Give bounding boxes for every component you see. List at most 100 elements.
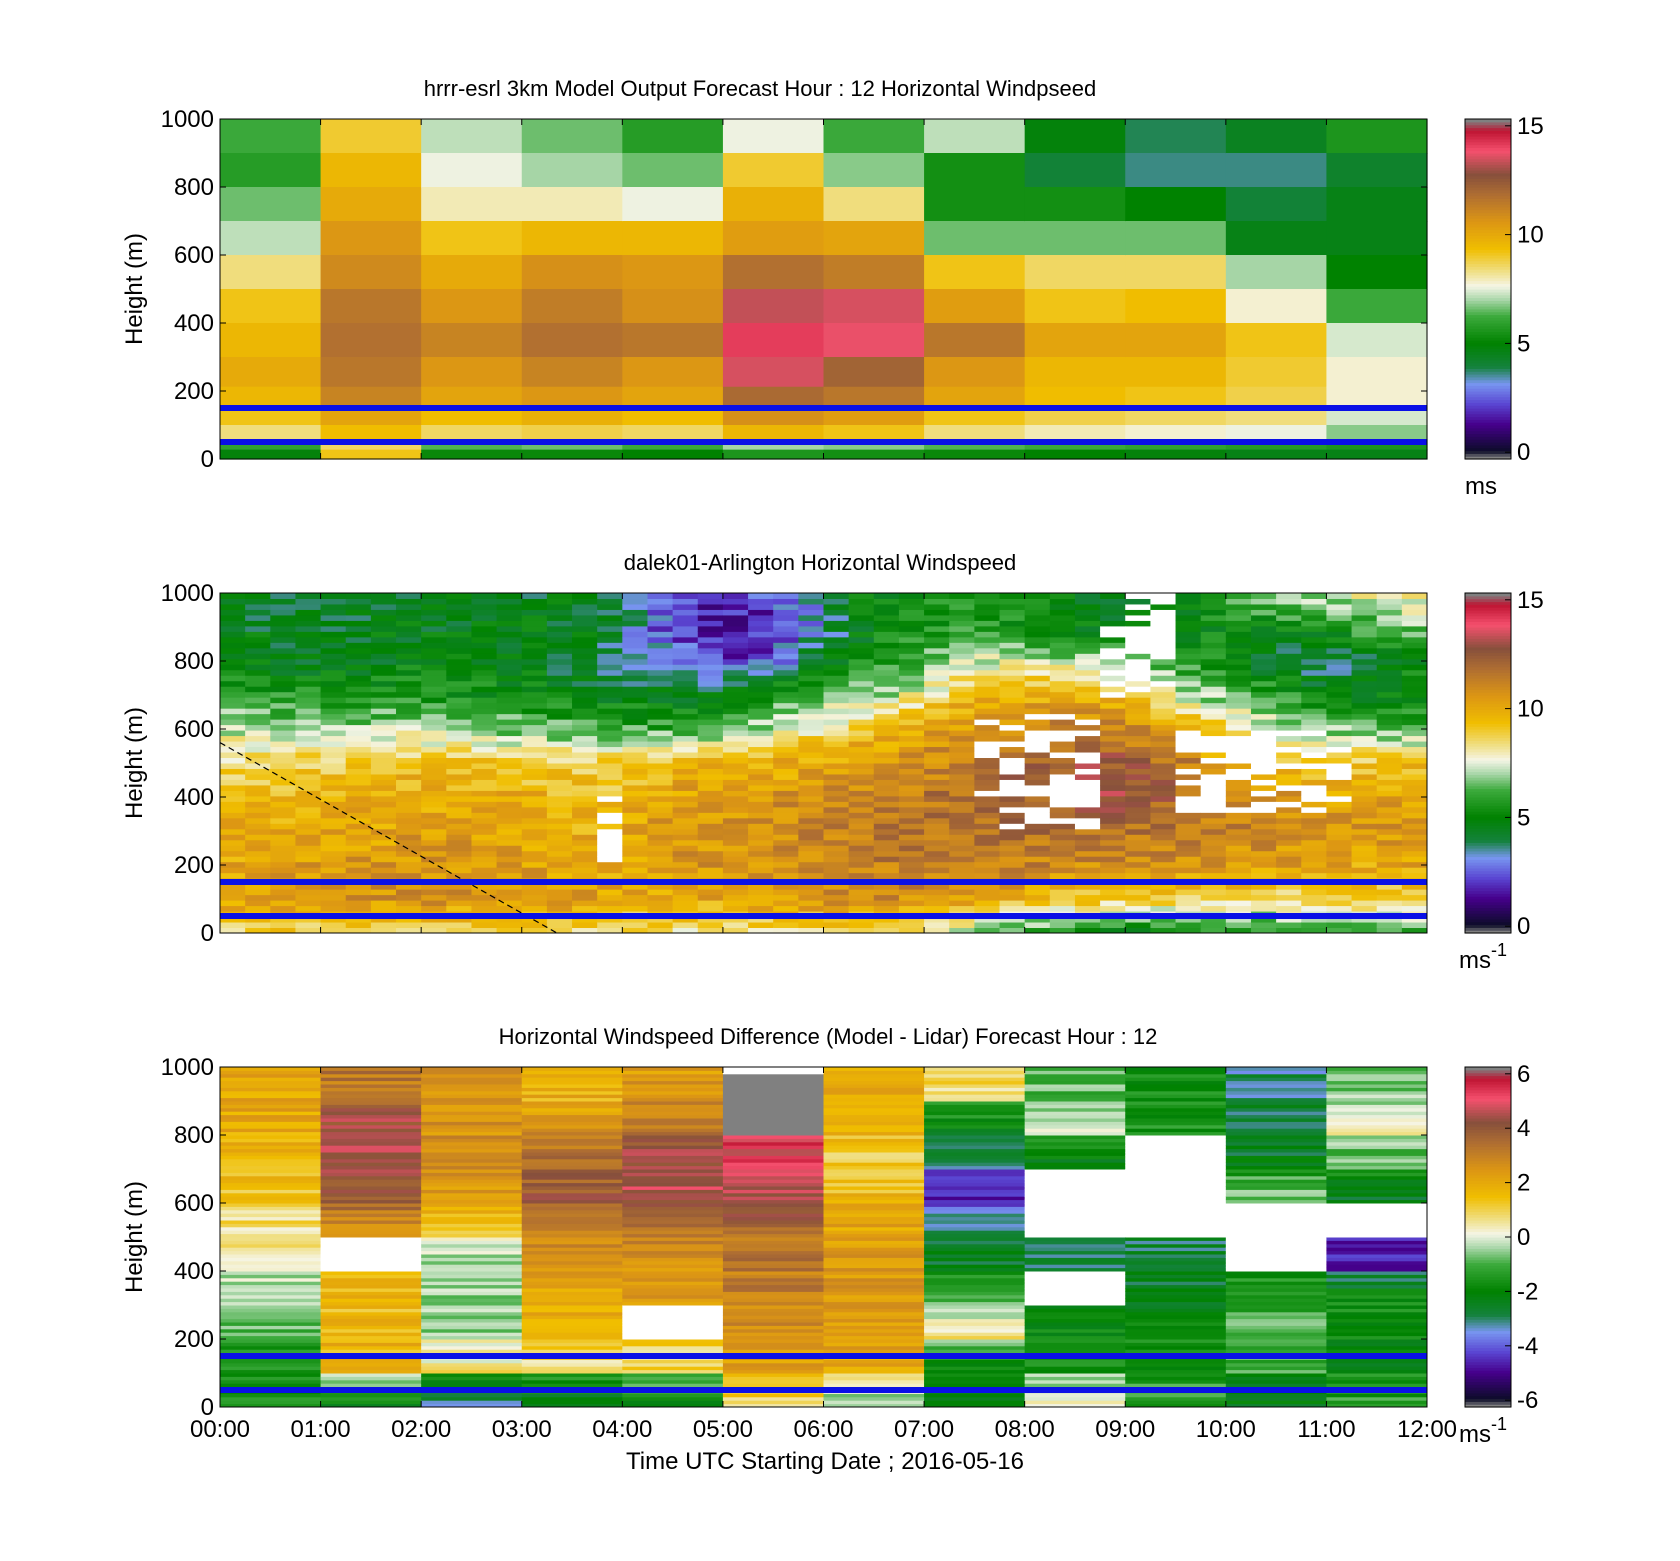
colorbar-swatch — [1465, 794, 1511, 798]
lidar-cell — [345, 603, 372, 610]
colorbar-tick-label: 15 — [1517, 587, 1544, 614]
lidar-cell — [873, 839, 900, 846]
difference-cell — [622, 1298, 724, 1303]
lidar-cell — [345, 669, 372, 676]
lidar-cell — [949, 828, 975, 835]
difference-cell — [924, 1203, 1026, 1207]
lidar-cell — [647, 708, 674, 715]
lidar-cell — [345, 823, 372, 830]
lidar-cell — [773, 763, 799, 769]
difference-cell — [722, 1322, 824, 1326]
lidar-cell — [546, 741, 573, 748]
difference-cell — [421, 1131, 523, 1136]
difference-cell — [521, 1094, 623, 1099]
difference-cell — [622, 1332, 724, 1337]
colorbar-swatch — [1465, 175, 1511, 180]
lidar-cell — [974, 636, 1001, 643]
lidar-cell — [999, 768, 1026, 775]
lidar-cell — [572, 817, 598, 824]
lidar-cell — [1100, 636, 1126, 643]
lidar-cell — [295, 806, 322, 813]
colorbar-swatch — [1465, 825, 1511, 829]
lidar-cell — [1125, 894, 1151, 901]
colorbar-swatch — [1465, 1203, 1511, 1207]
lidar-cell — [999, 801, 1026, 808]
lidar-cell — [1351, 752, 1378, 759]
difference-cell — [1024, 1342, 1126, 1347]
colorbar-swatch — [1465, 238, 1511, 242]
lidar-cell — [370, 894, 397, 901]
difference-cell — [722, 1179, 824, 1184]
y-tick-label: 400 — [174, 784, 214, 811]
colorbar-swatch — [1465, 240, 1511, 245]
lidar-cell — [622, 889, 648, 896]
lidar-cell — [1401, 713, 1428, 720]
lidar-cell — [1250, 724, 1277, 731]
lidar-cell — [421, 801, 447, 808]
lidar-cell — [421, 642, 447, 649]
difference-cell — [1326, 1298, 1428, 1303]
difference-cell — [220, 1073, 322, 1078]
lidar-cell — [748, 669, 774, 676]
lidar-cell — [1276, 680, 1302, 687]
lidar-cell — [546, 801, 573, 808]
colorbar-swatch — [1465, 178, 1511, 182]
lidar-cell — [572, 642, 598, 649]
difference-cell — [622, 1284, 724, 1289]
difference-cell — [1125, 1155, 1227, 1160]
lidar-cell — [1175, 719, 1202, 726]
lidar-cell — [722, 883, 749, 890]
difference-cell — [622, 1131, 724, 1136]
lidar-cell — [345, 636, 372, 643]
lidar-cell — [1250, 872, 1277, 879]
lidar-cell — [1301, 625, 1327, 632]
difference-cell — [320, 1403, 422, 1408]
lidar-cell — [220, 669, 246, 676]
lidar-cell — [1326, 894, 1353, 901]
lidar-cell — [546, 691, 573, 698]
lidar-cell — [1401, 653, 1428, 660]
colorbar-swatch — [1465, 1239, 1511, 1244]
lidar-cell — [1351, 691, 1378, 698]
lidar-cell — [471, 817, 498, 824]
colorbar-swatch — [1465, 436, 1511, 440]
lidar-cell — [421, 861, 447, 868]
lidar-cell — [521, 653, 548, 660]
difference-cell — [924, 1118, 1026, 1122]
lidar-cell — [295, 642, 322, 649]
difference-cell — [1326, 1169, 1428, 1173]
lidar-cell — [572, 647, 598, 654]
lidar-cell — [345, 795, 372, 802]
lidar-cell — [396, 828, 422, 835]
model-cell — [320, 187, 422, 222]
difference-cell — [622, 1291, 724, 1296]
colorbar-swatch — [1465, 850, 1511, 855]
lidar-cell — [873, 614, 900, 621]
difference-cell — [1125, 1148, 1227, 1153]
lidar-cell — [345, 691, 372, 698]
difference-cell — [722, 1366, 824, 1371]
difference-cell — [1225, 1111, 1327, 1116]
colorbar-swatch — [1465, 351, 1511, 355]
lidar-cell — [597, 817, 623, 824]
difference-cell — [1024, 1369, 1126, 1374]
lidar-cell — [773, 741, 799, 748]
lidar-cell — [1250, 801, 1277, 808]
lidar-cell — [1250, 861, 1277, 868]
difference-cell — [823, 1128, 925, 1133]
lidar-cell — [345, 768, 372, 775]
lidar-cell — [496, 598, 523, 605]
lidar-cell — [1024, 779, 1051, 786]
difference-cell — [1125, 1264, 1227, 1269]
lidar-cell — [1326, 620, 1353, 627]
difference-cell — [1326, 1369, 1428, 1374]
lidar-cell — [396, 883, 422, 890]
lidar-cell — [1074, 697, 1101, 704]
lidar-cell — [1276, 763, 1302, 769]
model-cell — [220, 323, 322, 358]
difference-cell — [220, 1189, 322, 1194]
lidar-cell — [798, 642, 824, 649]
lidar-cell — [220, 889, 246, 896]
difference-cell — [823, 1213, 925, 1218]
colorbar-swatch — [1465, 280, 1511, 284]
